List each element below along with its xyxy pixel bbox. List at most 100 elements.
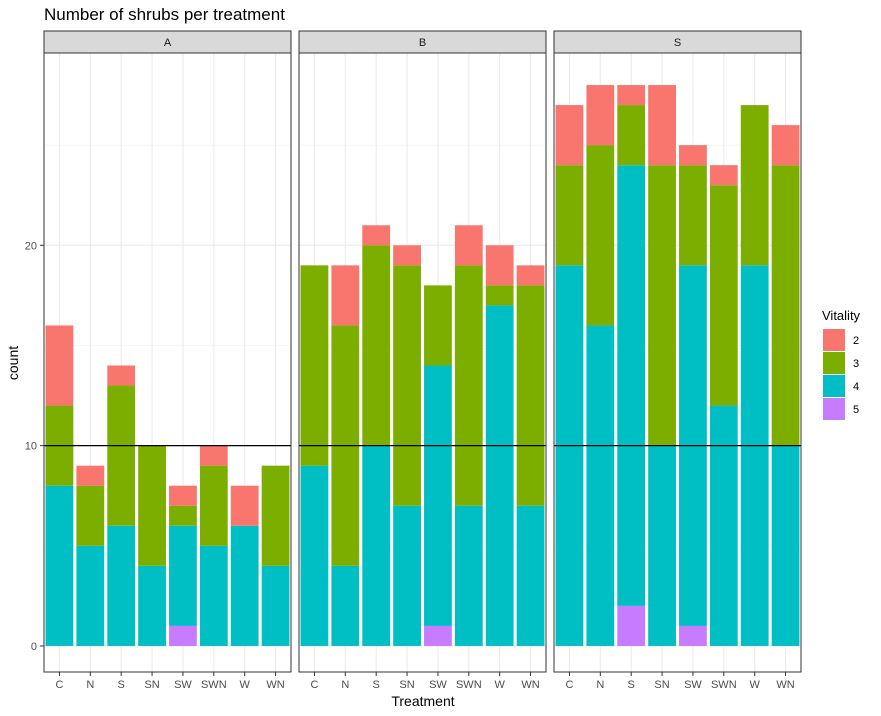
facet-panels: A C N S SN SW SWN W WN B C N S SN SW SWN W WN S C N S SN SW SWN W…: [43, 30, 802, 691]
bar-segment-b-sw-vitality-4: [424, 365, 452, 626]
legend-key-2: [823, 329, 845, 351]
x-tick-label: N: [596, 679, 604, 691]
bar-segment-s-sn-vitality-3: [648, 165, 676, 446]
bar-segment-a-c-vitality-4: [45, 485, 74, 646]
bar-segment-s-sw-vitality-5: [679, 625, 707, 646]
bar-segment-s-sn-vitality-2: [648, 85, 676, 166]
bar-segment-b-w-vitality-4: [485, 305, 514, 646]
x-tick-label: S: [373, 679, 380, 691]
x-tick-label: SWN: [711, 679, 737, 691]
bar-segment-s-sw-vitality-3: [679, 165, 707, 266]
bar-segment-s-w-vitality-4: [740, 265, 769, 646]
bar-segment-s-n-vitality-2: [586, 85, 615, 146]
bar-segment-a-s-vitality-2: [107, 365, 136, 386]
x-tick-label: SWN: [456, 679, 482, 691]
bar-segment-s-n-vitality-3: [586, 145, 615, 326]
bar-segment-a-swn-vitality-2: [199, 445, 228, 466]
bar-segment-b-w-vitality-3: [485, 285, 514, 306]
x-tick-label: C: [310, 679, 318, 691]
bar-segment-b-wn-vitality-2: [516, 265, 545, 286]
facet-panel-a: A C N S SN SW SWN W WN: [43, 30, 292, 691]
y-tick-label: 0: [31, 641, 37, 653]
bar-segment-a-sw-vitality-2: [169, 485, 197, 506]
chart-title: Number of shrubs per treatment: [44, 5, 285, 24]
legend-key-4: [823, 375, 845, 397]
x-tick-label: C: [55, 679, 63, 691]
legend-title: Vitality: [822, 308, 861, 323]
bar-segment-s-s-vitality-3: [617, 105, 646, 166]
bar-segment-b-w-vitality-2: [485, 245, 514, 286]
bar-segment-s-swn-vitality-3: [709, 185, 738, 406]
x-tick-label: C: [565, 679, 573, 691]
x-tick-label: W: [494, 679, 505, 691]
bar-segment-a-sw-vitality-3: [169, 505, 197, 526]
bar-segment-s-s-vitality-4: [617, 165, 646, 606]
bar-segment-s-sw-vitality-2: [679, 145, 707, 166]
bar-segment-s-n-vitality-4: [586, 325, 615, 646]
x-tick-label: SW: [429, 679, 447, 691]
bar-segment-s-wn-vitality-4: [771, 445, 800, 646]
bar-segment-a-w-vitality-2: [230, 485, 259, 526]
bar-segment-b-c-vitality-4: [300, 465, 329, 646]
bar-segment-s-w-vitality-3: [740, 105, 769, 266]
y-axis: 0 10 20: [25, 240, 44, 653]
bar-segment-a-s-vitality-4: [107, 525, 136, 646]
bar-segment-b-c-vitality-3: [300, 265, 329, 466]
legend-label-4: 4: [853, 381, 859, 393]
facet-panel-s: S C N S SN SW SWN W WN: [553, 30, 802, 691]
bar-segment-s-wn-vitality-3: [771, 165, 800, 446]
bar-segment-b-wn-vitality-3: [516, 285, 545, 506]
panel-border: [43, 52, 292, 673]
x-tick-label: N: [86, 679, 94, 691]
bar-segment-s-sn-vitality-4: [648, 445, 676, 646]
x-tick-label: SWN: [201, 679, 227, 691]
x-tick-label: SN: [399, 679, 414, 691]
bar-segment-b-s-vitality-3: [362, 245, 391, 446]
x-tick-label: W: [749, 679, 760, 691]
x-tick-label: S: [118, 679, 125, 691]
y-tick-label: 20: [25, 240, 37, 252]
panel-border: [298, 52, 547, 673]
bar-segment-a-swn-vitality-3: [199, 465, 228, 546]
bar-segment-s-c-vitality-3: [555, 165, 584, 266]
x-axis-title: Treatment: [391, 693, 454, 709]
bar-segment-b-sw-vitality-5: [424, 625, 452, 646]
bar-segment-b-n-vitality-2: [331, 265, 360, 326]
bar-segment-a-sw-vitality-5: [169, 625, 197, 646]
y-axis-title: count: [5, 346, 21, 380]
bar-segment-b-sn-vitality-4: [393, 505, 421, 646]
bar-segment-a-w-vitality-4: [230, 525, 259, 646]
bar-segment-a-wn-vitality-4: [261, 565, 290, 646]
bar-segment-a-n-vitality-3: [76, 485, 105, 546]
bar-segment-s-s-vitality-5: [617, 605, 646, 646]
x-tick-label: SW: [684, 679, 702, 691]
bar-segment-a-n-vitality-2: [76, 465, 105, 486]
x-tick-label: SN: [654, 679, 669, 691]
bar-segment-b-sn-vitality-2: [393, 245, 421, 266]
bar-segment-b-swn-vitality-3: [454, 265, 483, 506]
bar-segment-b-s-vitality-2: [362, 225, 391, 246]
x-tick-label: W: [239, 679, 250, 691]
legend-label-2: 2: [853, 335, 859, 347]
x-tick-label: S: [628, 679, 635, 691]
x-tick-label: WN: [776, 679, 794, 691]
facet-strip-label: B: [419, 37, 426, 49]
x-tick-label: SN: [144, 679, 159, 691]
bar-segment-a-n-vitality-4: [76, 545, 105, 646]
bar-segment-a-sn-vitality-3: [138, 445, 166, 566]
bar-segment-b-swn-vitality-2: [454, 225, 483, 266]
legend: Vitality 2 3 4 5: [822, 308, 861, 420]
bar-segment-a-wn-vitality-3: [261, 465, 290, 566]
facet-strip-label: A: [164, 37, 172, 49]
legend-label-3: 3: [853, 358, 859, 370]
bar-segment-s-c-vitality-4: [555, 265, 584, 646]
bar-segment-s-swn-vitality-2: [709, 165, 738, 186]
facet-strip-label: S: [674, 37, 681, 49]
legend-key-5: [823, 398, 845, 420]
bar-segment-b-sw-vitality-3: [424, 285, 452, 366]
bar-segment-a-swn-vitality-4: [199, 545, 228, 646]
x-tick-label: WN: [521, 679, 539, 691]
bar-segment-b-s-vitality-4: [362, 445, 391, 646]
y-tick-label: 10: [25, 441, 37, 453]
